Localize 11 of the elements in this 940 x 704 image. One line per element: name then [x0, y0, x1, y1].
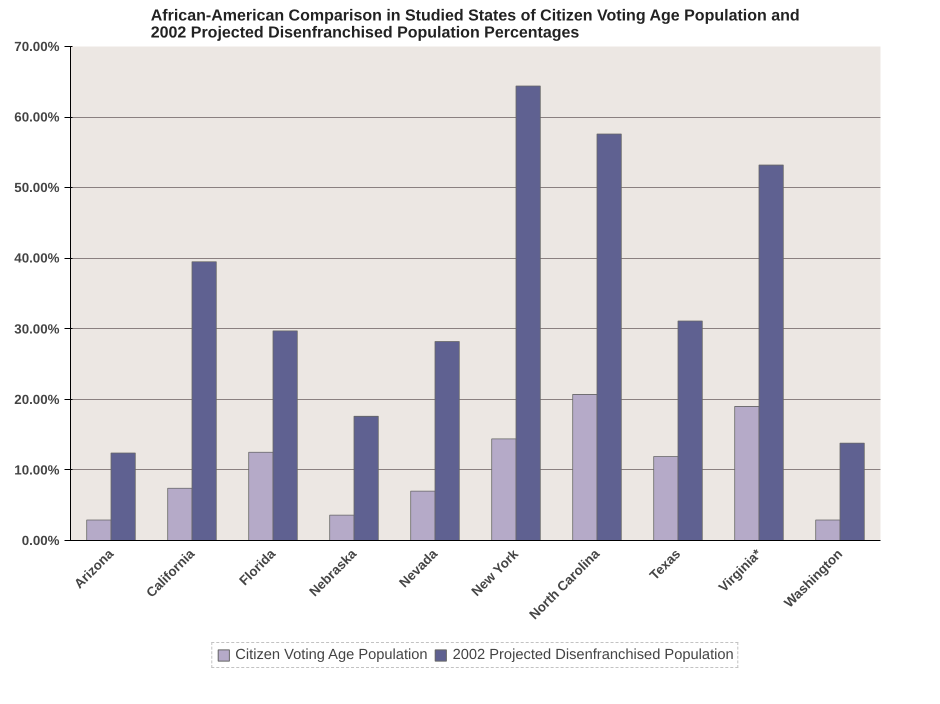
y-tick-label: 10.00%: [14, 462, 60, 478]
y-tick-label: 20.00%: [14, 392, 60, 407]
y-tick-label: 0.00%: [22, 533, 60, 548]
y-tick-label: 40.00%: [14, 250, 60, 266]
y-tick-label: 70.00%: [14, 39, 60, 54]
y-tick-label: 50.00%: [14, 180, 60, 196]
chart-title: African-American Comparison in Studied States of Citizen Voting Age Population and 2002 Projected Disenfranchised Population Percentages: [150, 8, 800, 42]
legend-label: Citizen Voting Age Population: [235, 647, 428, 663]
y-tick-label: 30.00%: [14, 321, 60, 336]
legend-label: 2002 Projected Disenfranchised Population: [452, 647, 734, 663]
y-tick-label: 60.00%: [14, 110, 60, 125]
